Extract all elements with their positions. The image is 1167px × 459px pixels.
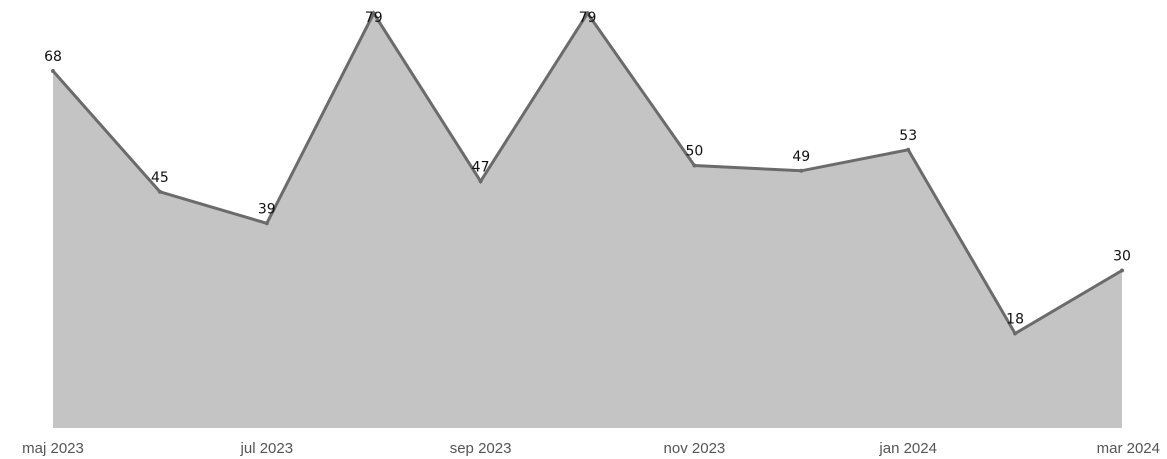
x-tick-label: sep 2023 [450,440,512,457]
data-point [585,11,590,16]
data-point [692,163,697,168]
line-layer [51,10,1124,336]
data-point [906,147,911,152]
data-label: 50 [685,144,703,160]
data-point [1013,331,1018,336]
data-point [799,168,804,173]
x-tick-label: maj 2023 [22,440,84,457]
area-layer [53,13,1122,429]
data-label-layer: 68 45 39 79 47 79 50 49 53 18 30 [44,10,1131,328]
data-label: 39 [258,201,276,217]
data-label: 68 [44,49,62,65]
data-point [51,69,55,73]
x-axis-ticks: maj 2023 jul 2023 sep 2023 nov 2023 jan 2024… [22,440,1160,457]
data-label: 47 [472,159,490,175]
data-point [478,179,483,184]
x-tick-label: nov 2023 [664,440,726,457]
data-point [1120,268,1124,273]
data-point [264,221,269,226]
data-label: 30 [1113,249,1131,265]
data-point [157,189,162,194]
data-label: 79 [365,10,383,26]
data-label: 18 [1006,312,1024,328]
x-tick-label: jul 2023 [240,440,294,457]
data-label: 79 [579,10,597,26]
data-label: 53 [899,128,917,144]
area-fill [53,13,1122,429]
x-tick-label: mar 2024 [1097,440,1160,457]
x-tick-label: jan 2024 [878,440,937,457]
data-point [371,11,376,16]
data-label: 45 [151,170,169,186]
data-label: 49 [792,149,810,165]
